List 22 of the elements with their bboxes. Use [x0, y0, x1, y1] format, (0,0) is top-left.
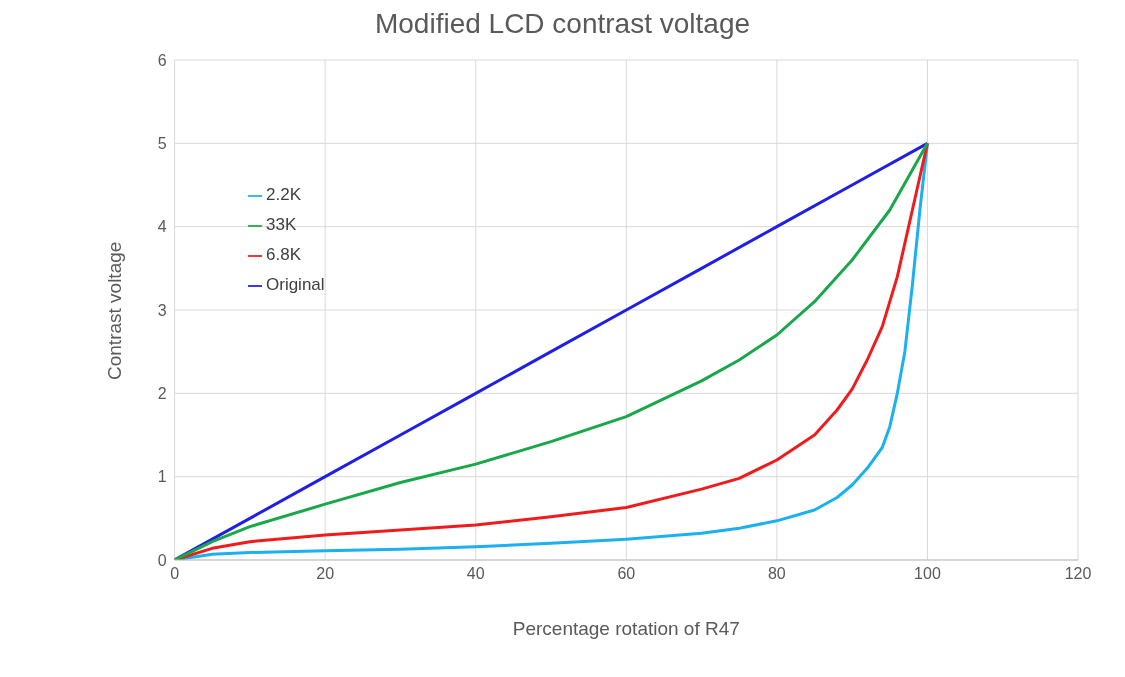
x-tick-label: 40 — [466, 565, 485, 583]
y-tick-label: 6 — [157, 51, 167, 69]
y-tick-label: 1 — [157, 468, 167, 486]
y-tick-label: 2 — [157, 385, 167, 403]
chart-title: Modified LCD contrast voltage — [373, 8, 752, 40]
x-tick-label: 100 — [914, 565, 941, 583]
y-tick-label: 4 — [157, 218, 167, 236]
legend-label: 2.2K — [266, 185, 301, 204]
x-tick-label: 80 — [767, 565, 786, 583]
legend-label: 6.8K — [266, 245, 301, 264]
x-tick-label: 60 — [617, 565, 636, 583]
y-tick-label: 0 — [157, 551, 167, 569]
y-tick-label: 5 — [157, 135, 167, 153]
y-tick-label: 3 — [157, 301, 167, 319]
x-tick-label: 0 — [170, 565, 180, 583]
legend-label: 33K — [266, 215, 297, 234]
legend-label: Original — [266, 275, 325, 294]
y-axis-title: Contrast voltage — [104, 241, 126, 380]
x-tick-label: 20 — [316, 565, 335, 583]
x-tick-label: 120 — [1064, 565, 1092, 583]
line-series — [174, 141, 929, 560]
x-axis-title: Percentage rotation of R47 — [512, 618, 740, 639]
